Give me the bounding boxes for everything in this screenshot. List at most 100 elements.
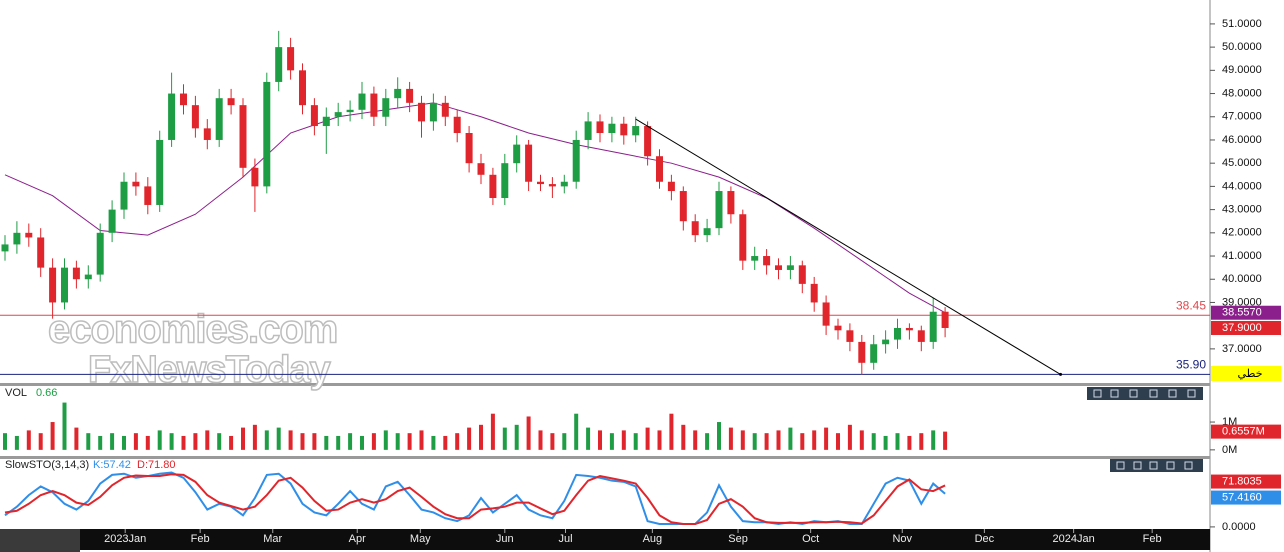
stochastic-tag-label: 57.4160 xyxy=(1222,491,1262,503)
y-tick-label: 42.0000 xyxy=(1222,227,1262,239)
candle-body xyxy=(786,265,794,270)
watermark: FxNewsToday xyxy=(88,349,331,391)
candle-body xyxy=(84,274,92,280)
volume-bar xyxy=(681,424,686,450)
icon xyxy=(1093,389,1102,398)
volume-bar xyxy=(479,424,484,450)
volume-bar xyxy=(776,430,781,450)
volume-bar xyxy=(812,430,817,450)
volume-bar xyxy=(836,433,841,450)
x-tick-label: Feb xyxy=(191,533,210,545)
x-tick-label: Aug xyxy=(643,533,663,545)
volume-bar xyxy=(717,422,722,450)
volume-bar xyxy=(633,433,638,450)
volume-bar xyxy=(110,433,115,450)
volume-bar xyxy=(455,433,460,450)
candle-body xyxy=(429,102,437,122)
axis-background xyxy=(1210,0,1284,552)
volume-bar xyxy=(847,424,852,450)
candle-body xyxy=(168,93,176,140)
volume-bar xyxy=(526,416,531,450)
candle-body xyxy=(263,81,271,187)
volume-bar xyxy=(300,433,305,450)
candle-body xyxy=(227,98,235,106)
y-tick-label: 45.0000 xyxy=(1222,157,1262,169)
y-tick-label: 49.0000 xyxy=(1222,64,1262,76)
candle-body xyxy=(215,98,223,140)
candle-body xyxy=(406,88,414,103)
candle-body xyxy=(453,116,461,134)
x-tick-label: 2024Jan xyxy=(1053,533,1095,545)
volume-bar xyxy=(252,424,257,450)
volume-bar xyxy=(502,427,507,450)
y-tick-label: 39.0000 xyxy=(1222,296,1262,308)
volume-bar xyxy=(181,435,186,450)
candle-body xyxy=(905,327,913,331)
volume-bar xyxy=(657,430,662,450)
candle-body xyxy=(644,126,652,157)
candle-body xyxy=(763,256,771,266)
volume-bar xyxy=(919,433,924,450)
volume-bar xyxy=(467,427,472,450)
candle-body xyxy=(49,267,57,303)
icon xyxy=(1187,389,1196,398)
price-tag xyxy=(1211,320,1281,335)
candle-body xyxy=(679,191,687,222)
volume-bar xyxy=(145,435,150,450)
icon xyxy=(1133,461,1142,470)
candle-body xyxy=(537,181,545,185)
candle-body xyxy=(727,191,735,215)
y-tick-label: 40.0000 xyxy=(1222,273,1262,285)
y-tick-label: 37.0000 xyxy=(1222,343,1262,355)
volume-bar xyxy=(931,430,936,450)
candle-body xyxy=(941,311,949,328)
candle-body xyxy=(858,341,866,363)
candle-body xyxy=(584,121,592,140)
volume-bar xyxy=(193,433,198,450)
price-tag-label: 38.5570 xyxy=(1222,307,1262,319)
volume-tag-label: 0.6557M xyxy=(1222,426,1265,438)
candle-body xyxy=(489,174,497,198)
stoch-title: SlowSTO(3,14,3) xyxy=(5,459,89,471)
volume-bar xyxy=(157,430,162,450)
trendline-end xyxy=(1059,372,1063,376)
volume-bar xyxy=(2,433,7,450)
y-tick-label: 0M xyxy=(1222,444,1237,456)
candle-body xyxy=(739,214,747,261)
x-tick-label: Dec xyxy=(975,533,995,545)
volume-bar xyxy=(824,427,829,450)
volume-bar xyxy=(443,435,448,450)
volume-bar xyxy=(240,427,245,450)
candle-body xyxy=(299,70,306,106)
candle-body xyxy=(144,186,152,205)
icon xyxy=(1116,461,1125,470)
volume-bar xyxy=(586,427,591,450)
candle-body xyxy=(179,93,187,106)
stochastic-tag-label: 71.8035 xyxy=(1222,475,1262,487)
volume-tag xyxy=(1211,424,1281,439)
stochastic-tag xyxy=(1211,474,1281,489)
y-tick-label: 44.0000 xyxy=(1222,180,1262,192)
volume-bar xyxy=(383,430,388,450)
volume-bar xyxy=(348,433,353,450)
volume-bar xyxy=(169,433,174,450)
candle-body xyxy=(60,267,68,303)
candle-body xyxy=(465,133,473,164)
volume-bar xyxy=(895,433,900,450)
candle-body xyxy=(382,98,390,117)
volume-bar xyxy=(38,433,43,450)
candle-body xyxy=(310,105,318,127)
candle-body xyxy=(287,47,295,71)
candle-body xyxy=(191,105,199,129)
volume-bar xyxy=(538,430,543,450)
candle-body xyxy=(882,339,890,345)
volume-bar xyxy=(14,435,19,450)
candle-body xyxy=(370,93,378,117)
candle-body xyxy=(37,237,45,268)
x-tick-label: Jun xyxy=(496,533,514,545)
volume-bar xyxy=(728,427,733,450)
candle-body xyxy=(810,283,818,303)
x-tick-label: Feb xyxy=(1143,533,1162,545)
volume-bar xyxy=(407,433,412,450)
x-tick-label: May xyxy=(410,533,431,545)
